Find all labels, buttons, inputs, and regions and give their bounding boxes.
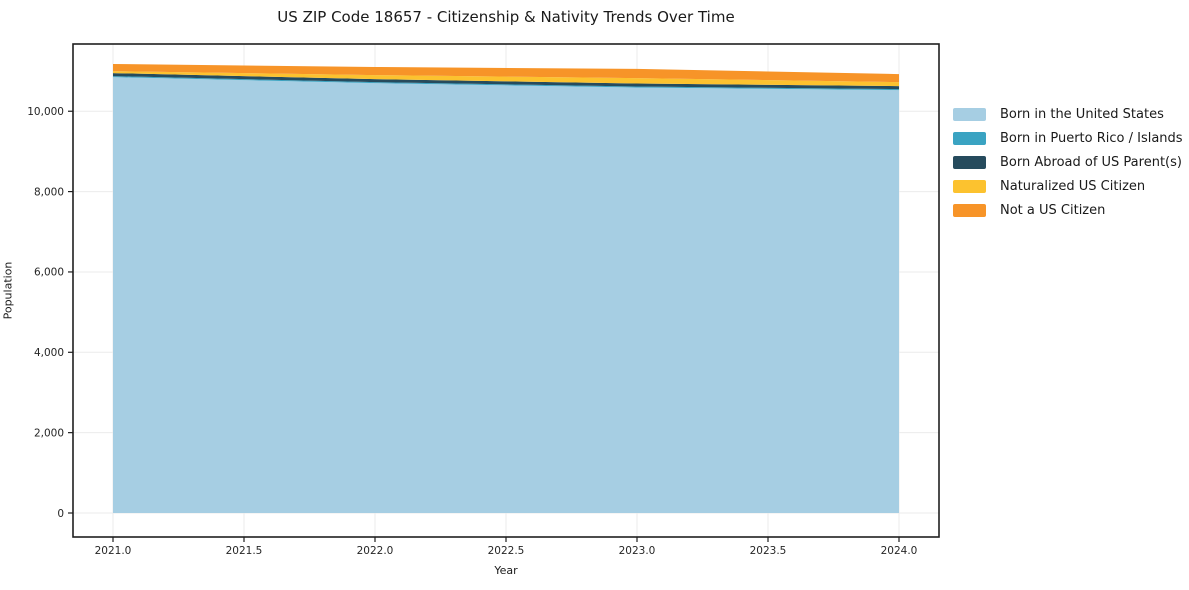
x-tick-label: 2023.5 <box>750 545 787 557</box>
legend-swatch-naturalized <box>953 180 986 193</box>
y-tick-label: 8,000 <box>34 186 64 198</box>
x-tick-label: 2021.5 <box>226 545 263 557</box>
legend: Born in the United States Born in Puerto… <box>953 108 1183 228</box>
legend-label: Born in Puerto Rico / Islands <box>1000 131 1183 146</box>
y-tick-label: 0 <box>57 508 64 520</box>
legend-label: Born in the United States <box>1000 107 1164 122</box>
x-tick-label: 2024.0 <box>881 545 918 557</box>
legend-label: Born Abroad of US Parent(s) <box>1000 155 1182 170</box>
x-axis-label: Year <box>494 564 518 577</box>
area-layer-born-abroad-of-us-parent-s <box>113 73 899 90</box>
axis-ticks <box>68 110 900 542</box>
legend-item-born-abroad: Born Abroad of US Parent(s) <box>953 156 1183 169</box>
legend-item-born-us: Born in the United States <box>953 108 1183 121</box>
legend-swatch-born-us <box>953 108 986 121</box>
chart-title: US ZIP Code 18657 - Citizenship & Nativi… <box>277 8 735 26</box>
area-layer-born-in-the-united-states <box>113 77 899 513</box>
y-tick-label: 10,000 <box>27 106 64 118</box>
area-layers <box>113 64 899 513</box>
legend-swatch-not-citizen <box>953 204 986 217</box>
y-tick-label: 6,000 <box>34 267 64 279</box>
legend-item-born-puerto-rico: Born in Puerto Rico / Islands <box>953 132 1183 145</box>
x-tick-label: 2022.0 <box>357 545 394 557</box>
area-layer-born-in-puerto-rico-islands <box>113 76 899 91</box>
area-layer-naturalized-us-citizen <box>113 71 899 87</box>
legend-item-not-citizen: Not a US Citizen <box>953 204 1183 217</box>
legend-item-naturalized: Naturalized US Citizen <box>953 180 1183 193</box>
axis-tick-labels: 2021.0 2021.5 2022.0 2022.5 2023.0 2023.5 2024… <box>27 106 917 557</box>
legend-label: Naturalized US Citizen <box>1000 179 1146 194</box>
area-layer-not-a-us-citizen <box>113 64 899 83</box>
legend-swatch-born-puerto-rico <box>953 132 986 145</box>
x-tick-label: 2023.0 <box>619 545 656 557</box>
x-tick-label: 2021.0 <box>95 545 132 557</box>
x-tick-label: 2022.5 <box>488 545 525 557</box>
y-tick-label: 4,000 <box>34 347 64 359</box>
legend-label: Not a US Citizen <box>1000 203 1106 218</box>
y-tick-label: 2,000 <box>34 427 64 439</box>
legend-swatch-born-abroad <box>953 156 986 169</box>
